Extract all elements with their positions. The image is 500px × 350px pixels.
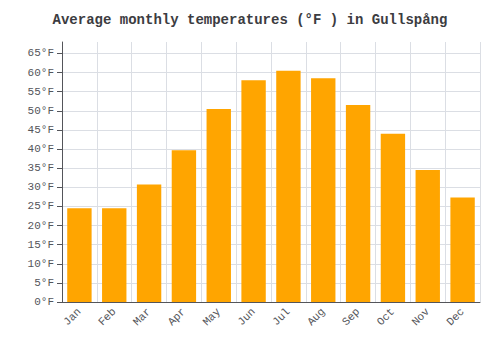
svg-text:Apr: Apr (166, 306, 188, 328)
svg-text:20°F: 20°F (28, 220, 54, 232)
svg-text:May: May (201, 305, 224, 328)
svg-text:5°F: 5°F (34, 277, 54, 289)
svg-text:35°F: 35°F (28, 162, 54, 174)
svg-text:Jun: Jun (235, 306, 257, 328)
svg-text:60°F: 60°F (28, 67, 54, 79)
svg-text:Mar: Mar (131, 306, 153, 328)
svg-text:0°F: 0°F (34, 296, 54, 308)
svg-text:50°F: 50°F (28, 105, 54, 117)
svg-text:25°F: 25°F (28, 200, 54, 212)
svg-text:Oct: Oct (375, 306, 397, 328)
svg-text:45°F: 45°F (28, 124, 54, 136)
svg-text:Sep: Sep (340, 306, 362, 328)
svg-text:Dec: Dec (444, 306, 466, 328)
svg-text:10°F: 10°F (28, 258, 54, 270)
svg-text:30°F: 30°F (28, 181, 54, 193)
svg-text:Feb: Feb (96, 306, 118, 328)
svg-text:Nov: Nov (410, 305, 433, 328)
svg-text:Jul: Jul (270, 306, 292, 328)
svg-text:Average monthly temperatures (: Average monthly temperatures (°F ) in Gu… (53, 12, 448, 28)
svg-text:40°F: 40°F (28, 143, 54, 155)
svg-text:Aug: Aug (305, 306, 327, 328)
svg-text:65°F: 65°F (28, 47, 54, 59)
svg-text:55°F: 55°F (28, 86, 54, 98)
svg-text:15°F: 15°F (28, 239, 54, 251)
svg-text:Jan: Jan (61, 306, 83, 328)
